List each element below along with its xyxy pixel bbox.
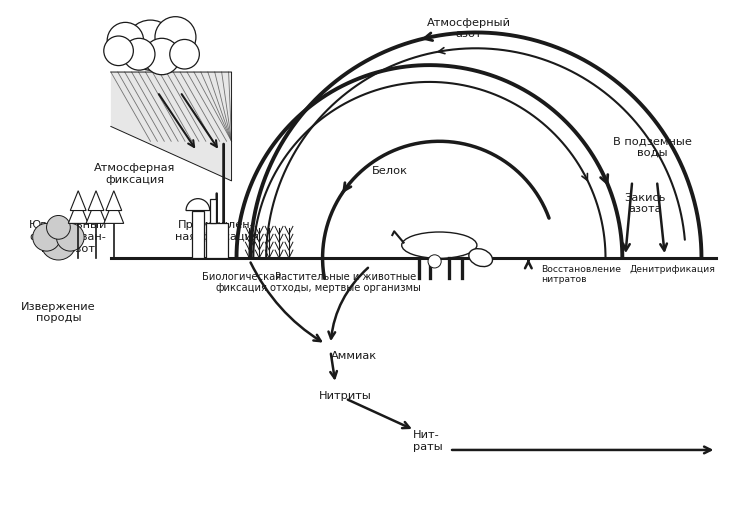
Circle shape <box>104 36 134 66</box>
Text: Нит-
раты: Нит- раты <box>413 430 442 452</box>
Circle shape <box>107 22 143 59</box>
Text: Белок: Белок <box>372 166 408 176</box>
Circle shape <box>46 215 70 239</box>
Bar <box>206 224 227 258</box>
Polygon shape <box>70 191 86 211</box>
Polygon shape <box>88 191 104 211</box>
Ellipse shape <box>402 232 477 258</box>
Circle shape <box>155 17 196 58</box>
Bar <box>210 199 216 224</box>
Polygon shape <box>86 199 106 224</box>
Circle shape <box>56 224 84 251</box>
Text: Восстановление
нитратов: Восстановление нитратов <box>542 265 621 284</box>
Circle shape <box>170 40 200 69</box>
Text: Закись
азота: Закись азота <box>625 193 666 214</box>
Text: Денитрификация: Денитрификация <box>629 265 716 274</box>
Wedge shape <box>186 199 210 211</box>
Circle shape <box>33 224 61 251</box>
Text: Промышлен-
ная фиксация: Промышлен- ная фиксация <box>175 220 259 242</box>
Text: Атмосферная
фиксация: Атмосферная фиксация <box>94 163 176 185</box>
Circle shape <box>123 38 155 70</box>
Polygon shape <box>68 199 88 224</box>
Bar <box>192 211 204 258</box>
Text: В подземные
воды: В подземные воды <box>613 136 692 158</box>
Polygon shape <box>106 191 122 211</box>
Polygon shape <box>111 72 232 181</box>
Text: Извержение
породы: Извержение породы <box>21 302 96 323</box>
Circle shape <box>143 38 180 75</box>
Text: Растительные и животные
отходы, мертвые организмы: Растительные и животные отходы, мертвые … <box>270 272 421 293</box>
Text: Ювенильный
фиксирован-
ный азот: Ювенильный фиксирован- ный азот <box>29 220 107 254</box>
Text: Атмосферный
азот: Атмосферный азот <box>427 18 511 39</box>
Circle shape <box>428 255 441 268</box>
Circle shape <box>40 225 76 260</box>
Text: Нитриты: Нитриты <box>319 391 371 400</box>
Text: Аммиак: Аммиак <box>331 351 376 361</box>
Text: Биологическая
фиксация: Биологическая фиксация <box>202 272 281 293</box>
Ellipse shape <box>469 249 493 267</box>
Circle shape <box>125 20 176 70</box>
Polygon shape <box>104 199 124 224</box>
